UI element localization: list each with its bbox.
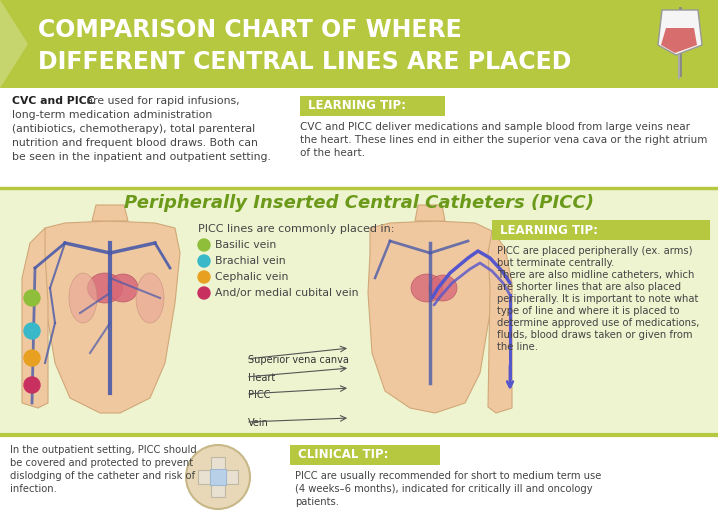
Text: be covered and protected to prevent: be covered and protected to prevent bbox=[10, 458, 193, 468]
Circle shape bbox=[198, 271, 210, 283]
Text: dislodging of the catheter and risk of: dislodging of the catheter and risk of bbox=[10, 471, 195, 481]
Bar bbox=[0, 0, 718, 88]
Bar bbox=[0, 435, 718, 517]
Text: are shorter lines that are also placed: are shorter lines that are also placed bbox=[497, 282, 681, 292]
Ellipse shape bbox=[411, 274, 443, 302]
Bar bbox=[198, 470, 238, 484]
Text: CVC and PICC: CVC and PICC bbox=[12, 96, 95, 106]
Bar bbox=[211, 457, 225, 497]
Text: the heart. These lines end in either the superior vena cava or the right atrium: the heart. These lines end in either the… bbox=[300, 135, 707, 145]
Text: determine approved use of medications,: determine approved use of medications, bbox=[497, 318, 699, 328]
Text: Peripherally Inserted Central Catheters (PICC): Peripherally Inserted Central Catheters … bbox=[124, 194, 594, 212]
Text: peripherally. It is important to note what: peripherally. It is important to note wh… bbox=[497, 294, 699, 304]
Text: LEARNING TIP:: LEARNING TIP: bbox=[308, 99, 406, 112]
Bar bbox=[0, 88, 718, 188]
Ellipse shape bbox=[429, 275, 457, 301]
Text: PICC are placed peripherally (ex. arms): PICC are placed peripherally (ex. arms) bbox=[497, 246, 692, 256]
Text: the line.: the line. bbox=[497, 342, 538, 352]
Polygon shape bbox=[661, 28, 697, 53]
Text: PICC: PICC bbox=[248, 390, 271, 400]
Text: LEARNING TIP:: LEARNING TIP: bbox=[500, 224, 598, 237]
Text: Superior vena canva: Superior vena canva bbox=[248, 355, 349, 365]
Text: DIFFERENT CENTRAL LINES ARE PLACED: DIFFERENT CENTRAL LINES ARE PLACED bbox=[38, 50, 572, 74]
Text: long-term medication administration: long-term medication administration bbox=[12, 110, 213, 120]
Text: And/or medial cubital vein: And/or medial cubital vein bbox=[215, 288, 358, 298]
Polygon shape bbox=[22, 228, 48, 408]
Text: PICC lines are commonly placed in:: PICC lines are commonly placed in: bbox=[198, 224, 394, 234]
Circle shape bbox=[186, 445, 250, 509]
Polygon shape bbox=[40, 221, 180, 413]
Bar bbox=[290, 445, 440, 465]
Text: type of line and where it is placed to: type of line and where it is placed to bbox=[497, 306, 679, 316]
Text: infection.: infection. bbox=[10, 484, 57, 494]
Bar bbox=[492, 220, 710, 240]
Ellipse shape bbox=[136, 273, 164, 323]
Text: COMPARISON CHART OF WHERE: COMPARISON CHART OF WHERE bbox=[38, 18, 462, 42]
Bar bbox=[0, 188, 718, 435]
Text: nutrition and frequent blood draws. Both can: nutrition and frequent blood draws. Both… bbox=[12, 138, 258, 148]
Text: Vein: Vein bbox=[248, 418, 269, 428]
Text: In the outpatient setting, PICC should: In the outpatient setting, PICC should bbox=[10, 445, 197, 455]
Text: fluids, blood draws taken or given from: fluids, blood draws taken or given from bbox=[497, 330, 692, 340]
Polygon shape bbox=[368, 221, 495, 413]
Circle shape bbox=[198, 287, 210, 299]
Text: Basilic vein: Basilic vein bbox=[215, 240, 276, 250]
Text: CVC and PICC deliver medications and sample blood from large veins near: CVC and PICC deliver medications and sam… bbox=[300, 122, 690, 132]
Polygon shape bbox=[92, 205, 128, 221]
Text: of the heart.: of the heart. bbox=[300, 148, 365, 158]
Polygon shape bbox=[658, 10, 702, 55]
Ellipse shape bbox=[108, 274, 138, 302]
Text: CLINICAL TIP:: CLINICAL TIP: bbox=[298, 448, 388, 461]
Circle shape bbox=[24, 323, 40, 339]
Bar bbox=[300, 96, 445, 116]
Bar bbox=[210, 469, 226, 485]
Text: be seen in the inpatient and outpatient setting.: be seen in the inpatient and outpatient … bbox=[12, 152, 271, 162]
Ellipse shape bbox=[88, 273, 123, 303]
Text: There are also midline catheters, which: There are also midline catheters, which bbox=[497, 270, 694, 280]
Ellipse shape bbox=[69, 273, 97, 323]
Text: Brachial vein: Brachial vein bbox=[215, 256, 286, 266]
Polygon shape bbox=[415, 205, 445, 221]
Text: (antibiotics, chemotherapy), total parenteral: (antibiotics, chemotherapy), total paren… bbox=[12, 124, 255, 134]
Text: PICC are usually recommended for short to medium term use: PICC are usually recommended for short t… bbox=[295, 471, 602, 481]
Text: patients.: patients. bbox=[295, 497, 339, 507]
Circle shape bbox=[24, 290, 40, 306]
Polygon shape bbox=[0, 0, 28, 88]
Text: but terminate centrally.: but terminate centrally. bbox=[497, 258, 615, 268]
Circle shape bbox=[24, 350, 40, 366]
Text: are used for rapid infusions,: are used for rapid infusions, bbox=[83, 96, 240, 106]
Text: Heart: Heart bbox=[248, 373, 275, 383]
Text: Cephalic vein: Cephalic vein bbox=[215, 272, 289, 282]
Text: (4 weeks–6 months), indicated for critically ill and oncology: (4 weeks–6 months), indicated for critic… bbox=[295, 484, 592, 494]
Circle shape bbox=[24, 377, 40, 393]
Circle shape bbox=[198, 255, 210, 267]
Circle shape bbox=[198, 239, 210, 251]
Polygon shape bbox=[488, 231, 512, 413]
